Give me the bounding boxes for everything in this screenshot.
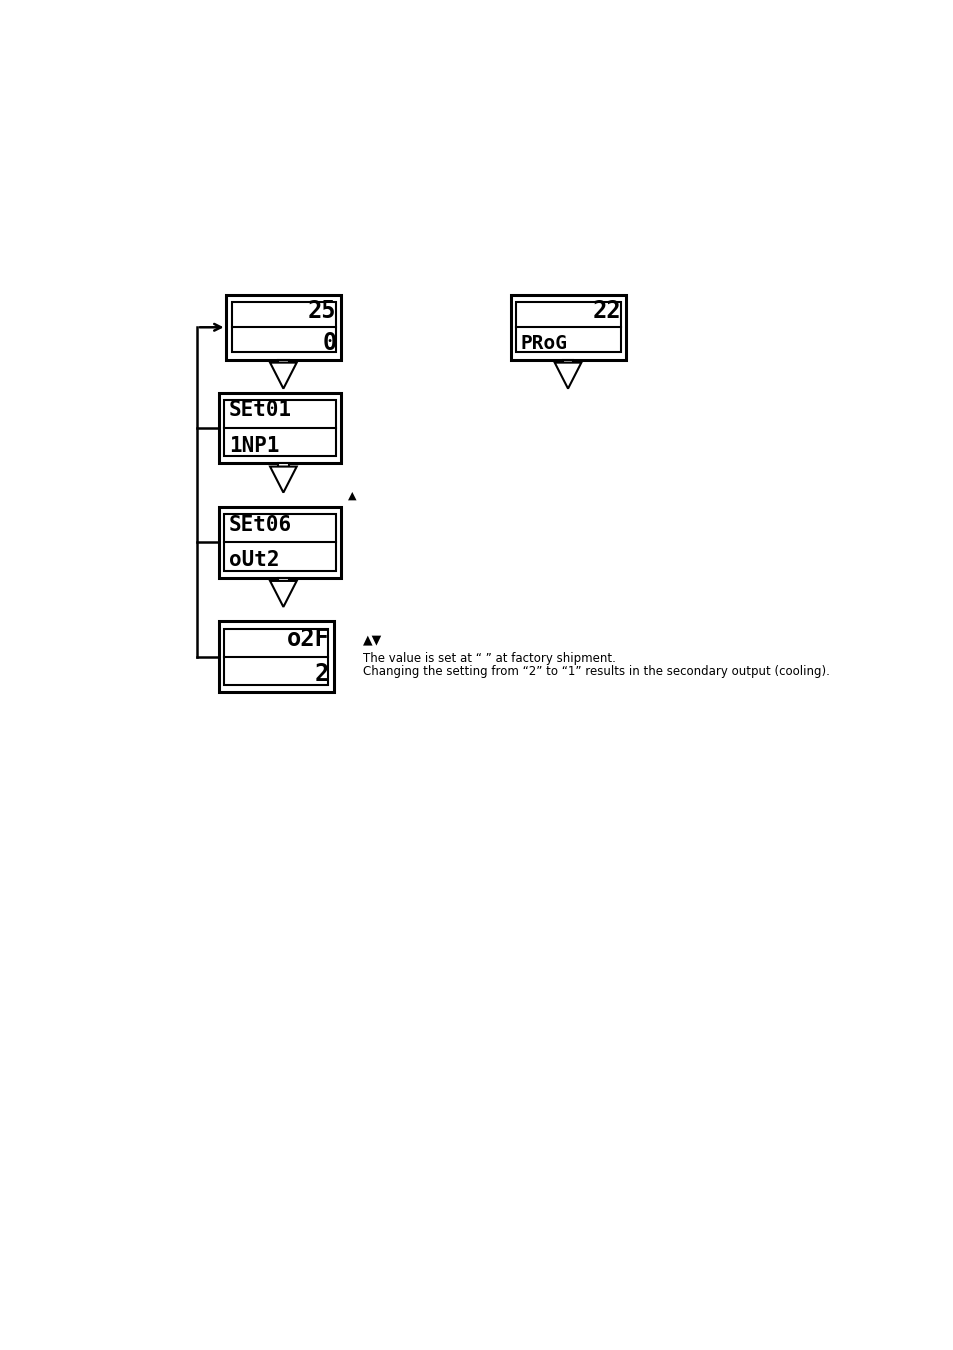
Text: 22: 22 — [592, 300, 620, 323]
Bar — [278, 463, 288, 467]
Text: ▲▼: ▲▼ — [363, 633, 382, 647]
Text: The value is set at “ ” at factory shipment.: The value is set at “ ” at factory shipm… — [363, 652, 616, 666]
Text: o2F: o2F — [286, 628, 329, 651]
Text: Changing the setting from “2” to “1” results in the secondary output (cooling).: Changing the setting from “2” to “1” res… — [363, 664, 829, 678]
Polygon shape — [270, 467, 296, 493]
Bar — [562, 359, 573, 363]
Text: ▲: ▲ — [348, 490, 356, 501]
Bar — [219, 621, 334, 693]
Polygon shape — [554, 363, 580, 389]
Bar — [219, 393, 341, 463]
Text: 1NP1: 1NP1 — [229, 436, 279, 456]
Bar — [224, 400, 335, 456]
Text: PRoG: PRoG — [520, 333, 567, 352]
Bar — [224, 629, 328, 684]
Bar — [219, 508, 341, 578]
Polygon shape — [270, 363, 296, 389]
Bar — [224, 514, 335, 571]
Bar — [232, 302, 335, 352]
Bar — [516, 302, 619, 352]
Text: 2: 2 — [314, 663, 329, 686]
Bar — [226, 296, 341, 359]
Text: 0: 0 — [322, 331, 336, 355]
Bar — [511, 296, 625, 359]
Polygon shape — [270, 580, 296, 608]
Text: 25: 25 — [308, 300, 336, 323]
Bar — [278, 359, 288, 363]
Text: SEt01: SEt01 — [229, 401, 292, 420]
Text: SEt06: SEt06 — [229, 514, 292, 535]
Text: oUt2: oUt2 — [229, 551, 279, 570]
Bar — [278, 578, 288, 580]
